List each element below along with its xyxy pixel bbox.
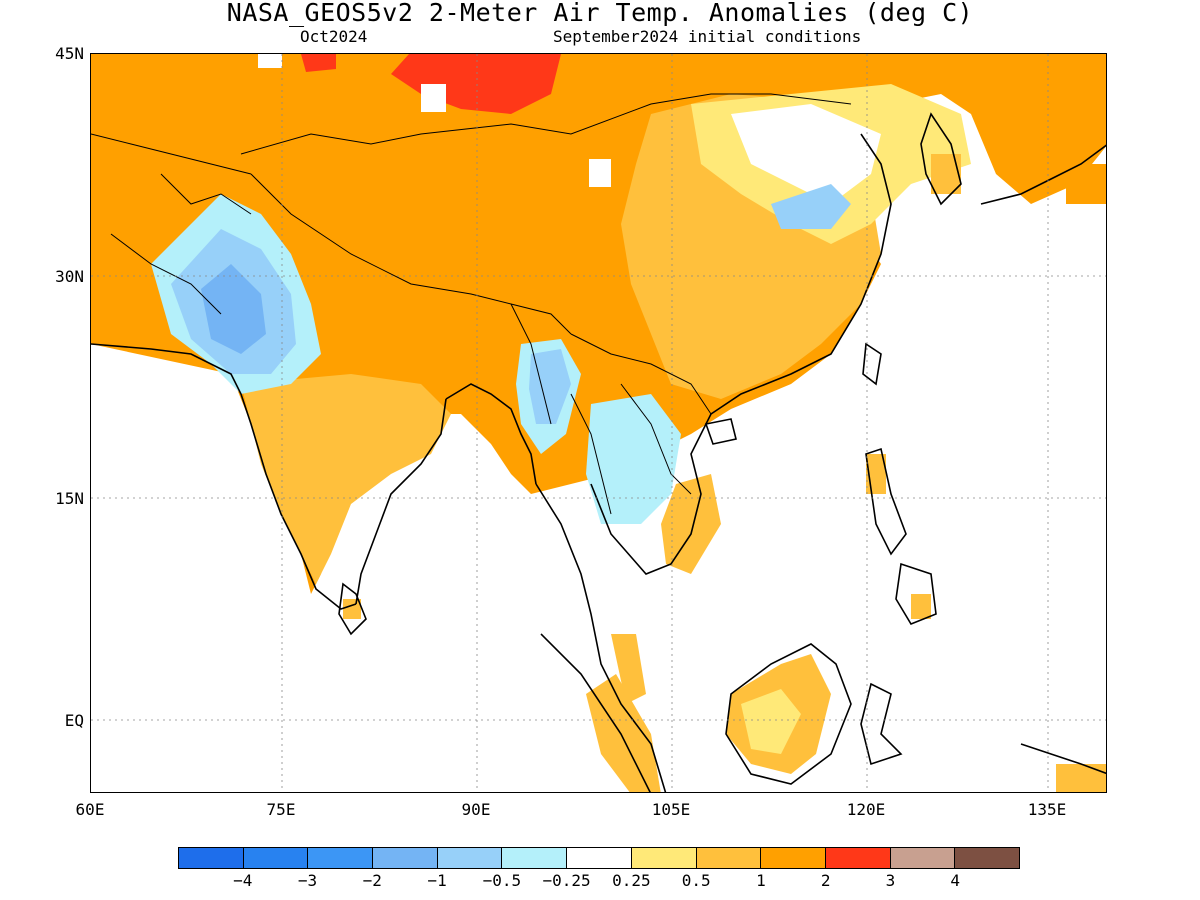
region-myanmar-colder <box>529 349 571 424</box>
coast-malay-peninsula <box>535 483 667 792</box>
border-india-myanmar <box>510 303 552 425</box>
lon-label-90e: 90E <box>461 800 491 819</box>
lon-label-60e: 60E <box>75 800 105 819</box>
colorbar-swatch <box>308 848 374 868</box>
colorbar-label: 1 <box>756 871 766 890</box>
border-indochina <box>570 333 712 415</box>
colorbar-label: 4 <box>950 871 961 890</box>
country-borders <box>91 93 852 515</box>
anomaly-map <box>90 53 1107 793</box>
border-himalaya <box>250 173 572 335</box>
colorbar-swatch <box>955 848 1019 868</box>
chart-title: NASA_GEOS5v2 2-Meter Air Temp. Anomalies… <box>226 0 974 27</box>
lon-label-120e: 120E <box>846 800 886 819</box>
coast-luzon <box>865 447 907 556</box>
coast-hainan <box>704 418 737 445</box>
region-pakistan-coldest <box>201 264 266 354</box>
colorbar-swatch <box>825 848 891 868</box>
colorbar-swatch <box>437 848 503 868</box>
coast-sulawesi <box>860 682 903 766</box>
colorbar-swatch <box>502 848 568 868</box>
coast-sri-lanka <box>338 582 367 636</box>
lon-label-135e: 135E <box>1027 800 1067 819</box>
colorbar-label: −0.5 <box>482 871 522 890</box>
border-afghanistan <box>160 173 252 215</box>
coastlines <box>91 112 1106 792</box>
colorbar-label: 0.25 <box>612 871 651 890</box>
region-borneo-mild <box>741 689 801 754</box>
region-india-base <box>241 374 451 584</box>
coast-arabian-sea <box>91 343 357 610</box>
lon-label-75e: 75E <box>266 800 296 819</box>
coast-india-east <box>355 398 447 605</box>
region-sri-lanka-warm <box>343 599 361 619</box>
colorbar-swatch <box>243 848 309 868</box>
coast-south-china <box>710 133 892 415</box>
lat-label-45n: 45N <box>55 44 84 63</box>
colorbar-swatch <box>567 848 632 868</box>
region-japan-warm <box>1066 164 1106 204</box>
colorbar-label: −4 <box>233 871 253 890</box>
gridlines <box>91 54 1106 792</box>
region-vietnam-warm <box>661 474 721 574</box>
region-mongolia-hot <box>391 54 561 114</box>
colorbar-swatch <box>890 848 956 868</box>
colorbar-label: −0.25 <box>542 871 591 890</box>
border-china-mongolia <box>240 93 852 155</box>
colorbar-swatch <box>373 848 438 868</box>
colorbar-label: −1 <box>427 871 447 890</box>
colorbar <box>178 847 1020 869</box>
lat-label-15n: 15N <box>55 489 84 508</box>
region-northeast-neutral <box>731 104 881 204</box>
initial-conditions: September2024 initial conditions <box>553 27 862 46</box>
mask-box-1 <box>421 84 446 112</box>
lon-label-105e: 105E <box>651 800 691 819</box>
coast-korea <box>920 112 962 206</box>
colorbar-swatch <box>761 848 826 868</box>
colorbar-label: 3 <box>885 871 896 890</box>
forecast-month: Oct2024 <box>300 27 368 46</box>
mask-box-3 <box>258 54 282 68</box>
coast-mindanao <box>895 562 937 625</box>
region-new-guinea-warm <box>1056 764 1106 792</box>
region-mindanao-warm <box>911 594 931 619</box>
colorbar-label: 2 <box>820 871 831 890</box>
colorbar-swatch <box>696 848 762 868</box>
colorbar-label: −3 <box>297 871 318 890</box>
coast-taiwan <box>862 342 882 386</box>
colorbar-swatch <box>631 848 697 868</box>
mask-box-2 <box>589 159 611 187</box>
colorbar-swatch <box>179 848 244 868</box>
lat-label-eq: EQ <box>64 711 84 730</box>
anomaly-shading <box>91 54 1106 792</box>
region-korea-warm <box>931 154 961 194</box>
coast-gulf-of-thailand <box>590 413 712 575</box>
border-laos-vietnam <box>620 383 692 495</box>
region-east-china-cool <box>771 184 851 229</box>
coast-borneo <box>725 643 852 785</box>
coast-sumatra <box>540 633 651 792</box>
border-thailand <box>570 393 612 515</box>
map-canvas <box>91 54 1106 792</box>
region-mongolia-hot-west <box>301 54 336 72</box>
region-sumatra-warm <box>586 674 661 792</box>
lat-label-30n: 30N <box>55 267 84 286</box>
colorbar-label: 0.5 <box>681 871 711 890</box>
coast-japan <box>980 144 1106 205</box>
region-malaysia-warm <box>611 634 646 704</box>
colorbar-label: −2 <box>362 871 382 890</box>
border-central-asia <box>91 133 252 175</box>
region-thailand-cool <box>586 394 681 524</box>
coast-new-guinea <box>1020 743 1106 775</box>
border-iran-pakistan <box>110 233 222 315</box>
coast-bay-of-bengal <box>445 383 537 485</box>
